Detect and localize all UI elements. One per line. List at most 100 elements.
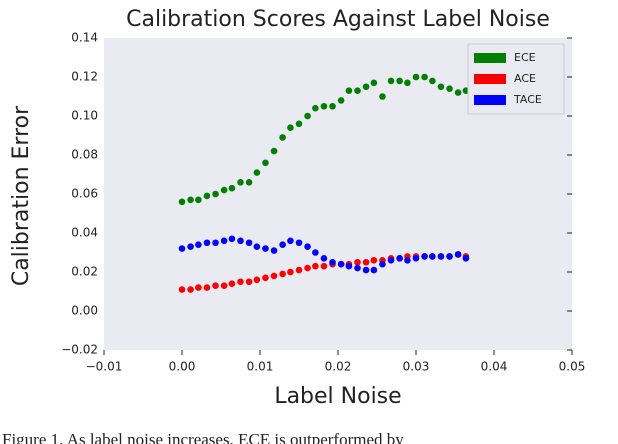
point — [178, 286, 186, 293]
point — [320, 262, 328, 270]
point — [212, 239, 219, 247]
point — [203, 192, 211, 200]
point — [295, 239, 303, 247]
point — [253, 169, 261, 176]
point — [262, 274, 269, 282]
legend-swatch — [474, 53, 506, 63]
point — [354, 258, 361, 266]
point — [279, 134, 286, 141]
point — [237, 179, 244, 186]
y-tick-label: 0.08 — [71, 148, 98, 162]
point — [195, 241, 202, 248]
point — [228, 280, 236, 288]
x-tick-label: 0.03 — [403, 360, 430, 374]
point — [329, 258, 336, 266]
point — [178, 245, 186, 252]
point — [396, 77, 403, 85]
y-tick-label: 0.02 — [71, 265, 98, 279]
point — [203, 284, 211, 291]
point — [228, 235, 236, 243]
y-tick-label: 0.06 — [71, 187, 98, 201]
point — [195, 196, 202, 204]
point — [304, 243, 311, 250]
point — [421, 73, 428, 81]
x-tick-label: 0.04 — [481, 360, 508, 374]
point — [245, 239, 253, 247]
point — [287, 268, 294, 276]
point — [287, 124, 294, 131]
point — [228, 184, 236, 192]
point — [362, 258, 370, 266]
point — [195, 284, 202, 291]
point — [312, 104, 319, 112]
point — [270, 147, 278, 155]
point — [387, 77, 395, 85]
point — [178, 198, 186, 206]
point — [446, 253, 453, 260]
point — [454, 89, 462, 96]
point — [312, 262, 319, 270]
point — [253, 243, 261, 250]
x-tick-label: 0.05 — [559, 360, 586, 374]
point — [429, 253, 436, 260]
point — [220, 282, 228, 289]
point — [262, 245, 269, 252]
point — [396, 255, 403, 262]
point — [379, 93, 386, 100]
point — [329, 102, 336, 110]
point — [187, 196, 194, 204]
y-tick-label: −0.02 — [61, 343, 98, 357]
point — [362, 83, 370, 91]
point — [245, 179, 253, 186]
legend-label: ACE — [514, 72, 536, 85]
point — [320, 102, 328, 110]
y-tick-label: 0.04 — [71, 226, 98, 240]
point — [295, 120, 303, 128]
point — [337, 97, 345, 104]
point — [454, 251, 462, 258]
point — [437, 83, 445, 91]
point — [279, 270, 286, 278]
point — [203, 239, 211, 247]
point — [345, 87, 353, 94]
y-axis-label: Calibration Error — [9, 105, 34, 286]
point — [370, 266, 378, 274]
x-tick-label: 0.02 — [325, 360, 352, 374]
x-tick-label: −0.01 — [86, 360, 123, 374]
y-tick-label: 0.14 — [71, 31, 98, 45]
legend-label: ECE — [514, 51, 536, 64]
point — [279, 241, 286, 248]
point — [270, 247, 278, 254]
point — [245, 278, 253, 286]
x-axis-label: Label Noise — [274, 384, 401, 409]
point — [429, 77, 436, 85]
point — [412, 255, 420, 262]
point — [220, 237, 228, 245]
point — [370, 257, 378, 264]
point — [270, 272, 278, 280]
point — [304, 112, 311, 120]
y-tick-label: 0.10 — [71, 109, 98, 123]
point — [379, 260, 386, 268]
point — [304, 264, 311, 272]
point — [421, 253, 428, 260]
y-tick-label: 0.12 — [71, 70, 98, 84]
point — [312, 249, 319, 256]
point — [237, 237, 244, 245]
legend-swatch — [474, 74, 506, 84]
point — [287, 237, 294, 245]
chart-title: Calibration Scores Against Label Noise — [126, 7, 550, 32]
point — [404, 79, 411, 87]
point — [212, 282, 219, 289]
point — [187, 243, 194, 250]
point — [370, 79, 378, 87]
point — [295, 266, 303, 274]
point — [462, 255, 470, 262]
point — [345, 262, 353, 270]
point — [354, 87, 361, 94]
x-tick-label: 0.01 — [247, 360, 274, 374]
point — [262, 159, 269, 167]
point — [187, 286, 194, 293]
point — [253, 276, 261, 284]
